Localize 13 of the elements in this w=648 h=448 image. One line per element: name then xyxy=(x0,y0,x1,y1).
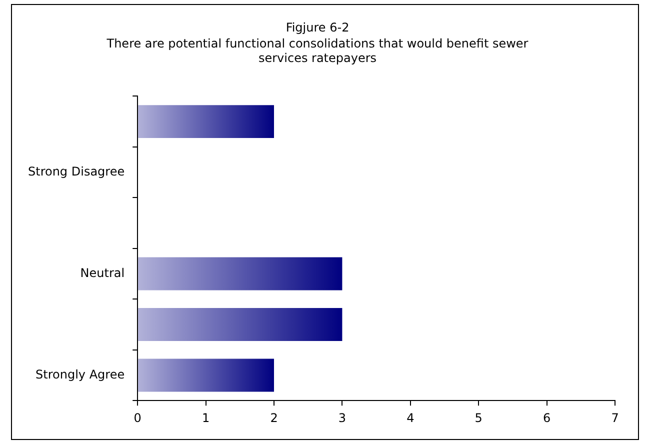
x-tick-label: 4 xyxy=(406,410,414,425)
x-tick-label: 0 xyxy=(134,410,142,425)
x-tick-label: 2 xyxy=(270,410,278,425)
x-tick-label: 5 xyxy=(474,410,482,425)
y-tick-label: Strongly Agree xyxy=(36,367,125,382)
x-tick-label: 1 xyxy=(202,410,210,425)
x-tick-label: 6 xyxy=(542,410,551,425)
y-tick-label: Neutral xyxy=(80,266,125,280)
chart-title: Figjure 6-2 xyxy=(286,20,350,34)
x-tick-label: 7 xyxy=(611,410,619,425)
x-tick-label: 3 xyxy=(338,410,346,425)
y-tick-label: Strong Disagree xyxy=(28,164,125,178)
chart-subtitle: There are potential functional consolidations that would benefit sewer services ratepayers xyxy=(106,36,528,66)
